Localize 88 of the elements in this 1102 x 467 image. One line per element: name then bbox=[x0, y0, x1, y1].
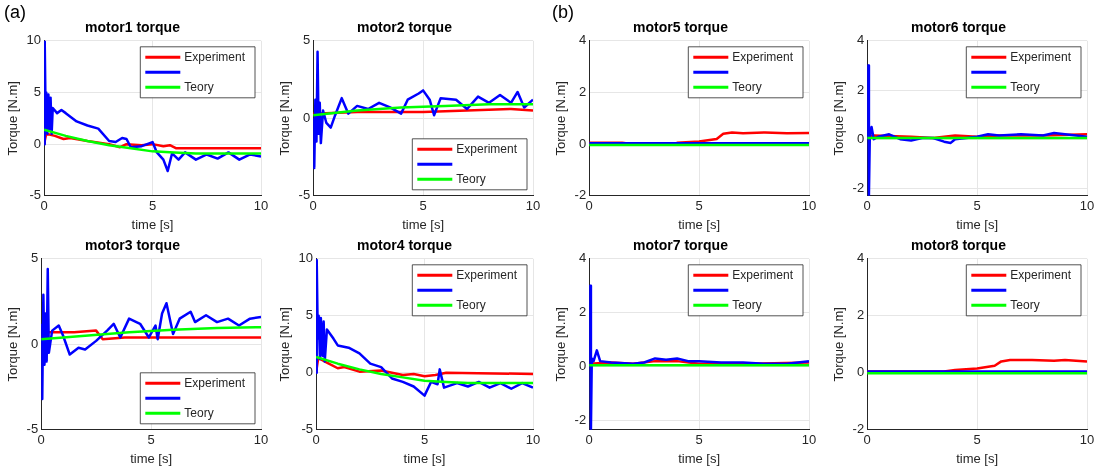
legend-label: Experiment bbox=[1010, 267, 1072, 282]
y-tick-label: -2 bbox=[574, 411, 587, 427]
x-tick-label: 5 bbox=[695, 198, 703, 214]
y-tick-label: 0 bbox=[33, 135, 42, 151]
y-tick-label: -2 bbox=[574, 187, 587, 203]
y-axis-title: Torque [N.m] bbox=[277, 81, 293, 156]
y-tick-label: 0 bbox=[302, 109, 311, 125]
chart-title: motor7 torque bbox=[633, 237, 729, 254]
x-axis-title: time [s] bbox=[956, 450, 999, 466]
y-axis-title: Torque [N.m] bbox=[277, 307, 293, 382]
y-tick-label: 4 bbox=[856, 32, 865, 48]
x-tick-label: 5 bbox=[973, 198, 981, 214]
y-tick-label: 2 bbox=[856, 307, 865, 323]
legend-label: Teory bbox=[184, 405, 214, 420]
legend-label: Experiment bbox=[732, 267, 794, 282]
chart-title: motor1 torque bbox=[85, 19, 181, 36]
legend-label: Experiment bbox=[456, 267, 518, 282]
y-axis-title: Torque [N.m] bbox=[5, 81, 21, 156]
x-tick-label: 10 bbox=[525, 432, 541, 448]
x-tick-label: 10 bbox=[253, 198, 269, 214]
y-axis-title: Torque [N.m] bbox=[553, 307, 569, 382]
x-axis-title: time [s] bbox=[130, 450, 173, 466]
chart-title: motor2 torque bbox=[357, 19, 453, 36]
legend-label: Teory bbox=[1010, 79, 1040, 94]
chart-title: motor5 torque bbox=[633, 19, 729, 36]
y-tick-label: 0 bbox=[578, 358, 587, 374]
y-tick-label: 5 bbox=[30, 250, 39, 266]
chart-title: motor6 torque bbox=[911, 19, 1007, 36]
y-tick-label: 0 bbox=[856, 364, 865, 380]
legend-label: Teory bbox=[184, 79, 214, 94]
x-tick-label: 10 bbox=[1079, 432, 1095, 448]
y-tick-label: 4 bbox=[856, 250, 865, 266]
y-tick-label: 0 bbox=[578, 135, 587, 151]
legend-label: Teory bbox=[732, 79, 762, 94]
y-tick-label: 2 bbox=[578, 304, 587, 320]
x-tick-label: 5 bbox=[973, 432, 981, 448]
y-tick-label: 0 bbox=[30, 335, 39, 351]
legend-label: Experiment bbox=[732, 49, 794, 64]
x-tick-label: 5 bbox=[420, 432, 429, 448]
legend-label: Teory bbox=[456, 171, 486, 186]
legend-label: Experiment bbox=[184, 49, 246, 64]
legend-label: Experiment bbox=[184, 375, 246, 390]
legend-label: Teory bbox=[456, 297, 486, 312]
y-tick-label: 4 bbox=[578, 32, 587, 48]
y-tick-label: -2 bbox=[852, 180, 865, 195]
x-tick-label: 10 bbox=[801, 198, 817, 214]
y-tick-label: 5 bbox=[305, 307, 314, 323]
y-axis-title: Torque [N.m] bbox=[5, 307, 21, 382]
x-axis-title: time [s] bbox=[402, 216, 445, 232]
y-tick-label: 5 bbox=[33, 84, 42, 100]
x-tick-label: 10 bbox=[525, 198, 541, 214]
y-tick-label: -5 bbox=[301, 421, 314, 437]
legend-label: Experiment bbox=[456, 141, 518, 156]
y-axis-title: Torque [N.m] bbox=[831, 307, 847, 382]
x-tick-label: 5 bbox=[147, 432, 155, 448]
x-axis-title: time [s] bbox=[403, 450, 446, 466]
legend-label: Teory bbox=[732, 297, 762, 312]
x-axis-title: time [s] bbox=[956, 216, 999, 232]
y-tick-label: -2 bbox=[852, 421, 865, 437]
y-tick-label: 5 bbox=[302, 32, 311, 48]
x-tick-label: 10 bbox=[801, 432, 817, 448]
y-tick-label: 2 bbox=[856, 81, 865, 97]
y-tick-label: -5 bbox=[298, 187, 311, 203]
y-tick-label: 0 bbox=[856, 130, 865, 146]
x-tick-label: 5 bbox=[419, 198, 427, 214]
x-tick-label: 10 bbox=[253, 432, 269, 448]
text: (a) bbox=[4, 1, 26, 22]
x-axis-title: time [s] bbox=[678, 216, 721, 232]
chart-title: motor3 torque bbox=[85, 237, 181, 254]
x-axis-title: time [s] bbox=[678, 450, 721, 466]
y-axis-title: Torque [N.m] bbox=[831, 81, 847, 156]
y-tick-label: -5 bbox=[29, 187, 42, 203]
legend-label: Experiment bbox=[1010, 49, 1072, 64]
chart-title: motor8 torque bbox=[911, 237, 1007, 254]
y-tick-label: 2 bbox=[578, 84, 587, 100]
text: (b) bbox=[552, 1, 574, 22]
x-axis-title: time [s] bbox=[131, 216, 174, 232]
y-tick-label: -5 bbox=[26, 421, 39, 437]
chart-title: motor4 torque bbox=[357, 237, 453, 254]
legend-label: Teory bbox=[1010, 297, 1040, 312]
x-tick-label: 5 bbox=[148, 198, 157, 214]
x-tick-label: 10 bbox=[1079, 198, 1095, 214]
y-tick-label: 10 bbox=[298, 250, 314, 266]
y-tick-label: 0 bbox=[305, 364, 314, 380]
y-tick-label: 10 bbox=[26, 32, 42, 48]
y-axis-title: Torque [N.m] bbox=[553, 81, 569, 156]
x-tick-label: 5 bbox=[695, 432, 703, 448]
y-tick-label: 4 bbox=[578, 250, 587, 266]
